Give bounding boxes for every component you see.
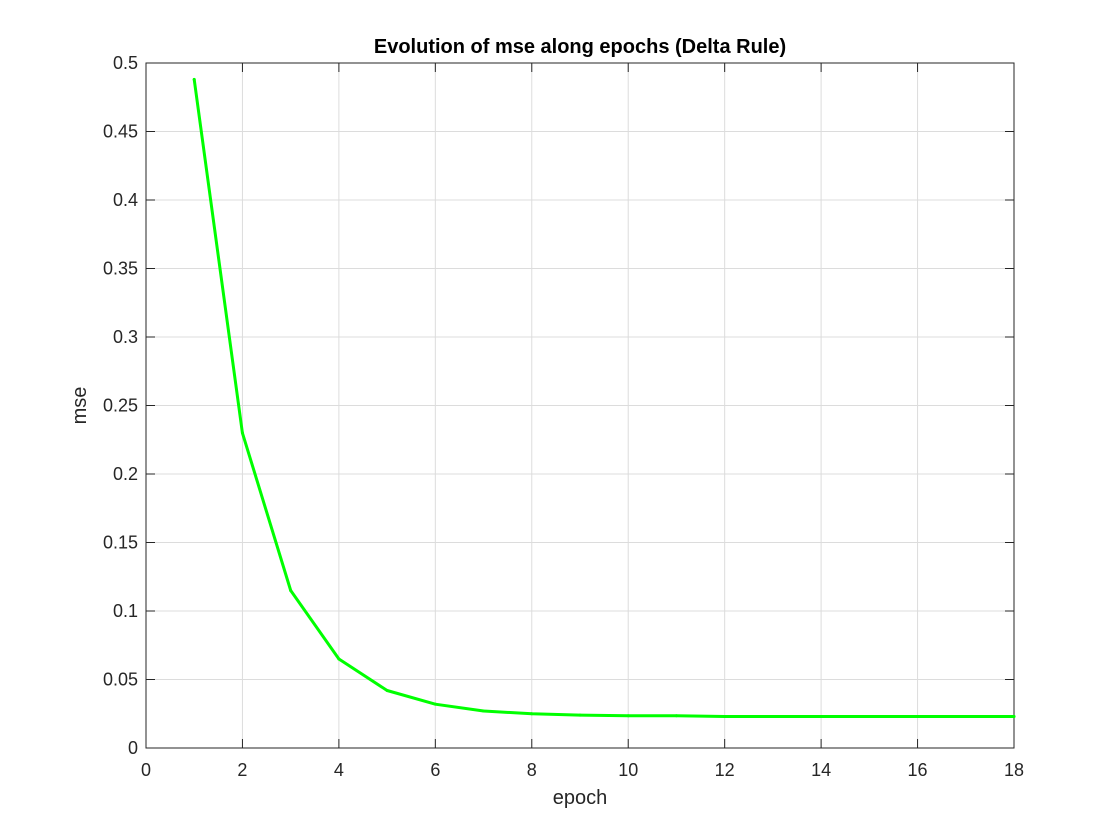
- x-tick-label: 2: [237, 760, 247, 780]
- data-point: [867, 714, 871, 718]
- x-tick-label: 0: [141, 760, 151, 780]
- y-tick-label: 0.05: [103, 670, 138, 690]
- x-tick-label: 10: [618, 760, 638, 780]
- y-axis-label: mse: [69, 387, 91, 425]
- x-tick-label: 12: [715, 760, 735, 780]
- y-tick-label: 0.2: [113, 464, 138, 484]
- data-point: [482, 709, 486, 713]
- data-point: [578, 713, 582, 717]
- y-tick-label: 0.4: [113, 190, 138, 210]
- y-tick-label: 0.1: [113, 601, 138, 621]
- x-tick-label: 16: [908, 760, 928, 780]
- x-tick-label: 4: [334, 760, 344, 780]
- data-point: [192, 77, 196, 81]
- series-line: [192, 77, 1016, 718]
- data-point: [723, 714, 727, 718]
- data-point: [674, 714, 678, 718]
- y-tick-label: 0.15: [103, 533, 138, 553]
- data-point: [530, 712, 534, 716]
- data-point: [964, 714, 968, 718]
- y-tick-label: 0.25: [103, 396, 138, 416]
- data-point: [1012, 714, 1016, 718]
- data-point: [337, 657, 341, 661]
- x-tick-label: 8: [527, 760, 537, 780]
- y-tick-label: 0.35: [103, 259, 138, 279]
- axis-ticks: 0 2 4 6 8 10 12 14 16 18 0 0.05 0.1 0.15 0.2 0.25 0.3 0.3…: [103, 53, 1024, 780]
- x-tick-label: 18: [1004, 760, 1024, 780]
- x-axis-label: epoch: [553, 787, 608, 809]
- y-tick-label: 0.45: [103, 122, 138, 142]
- data-point: [771, 714, 775, 718]
- series-layer: [192, 77, 1016, 718]
- y-tick-label: 0.3: [113, 327, 138, 347]
- x-tick-label: 6: [430, 760, 440, 780]
- y-tick-label: 0: [128, 738, 138, 758]
- data-point: [433, 702, 437, 706]
- data-point: [385, 688, 389, 692]
- data-point: [916, 714, 920, 718]
- y-tick-label: 0.5: [113, 53, 138, 73]
- grid: [146, 63, 1014, 748]
- data-point: [819, 714, 823, 718]
- chart-title: Evolution of mse along epochs (Delta Rul…: [374, 36, 786, 58]
- data-point: [626, 714, 630, 718]
- data-point: [289, 588, 293, 592]
- data-point: [240, 431, 244, 435]
- x-tick-label: 14: [811, 760, 831, 780]
